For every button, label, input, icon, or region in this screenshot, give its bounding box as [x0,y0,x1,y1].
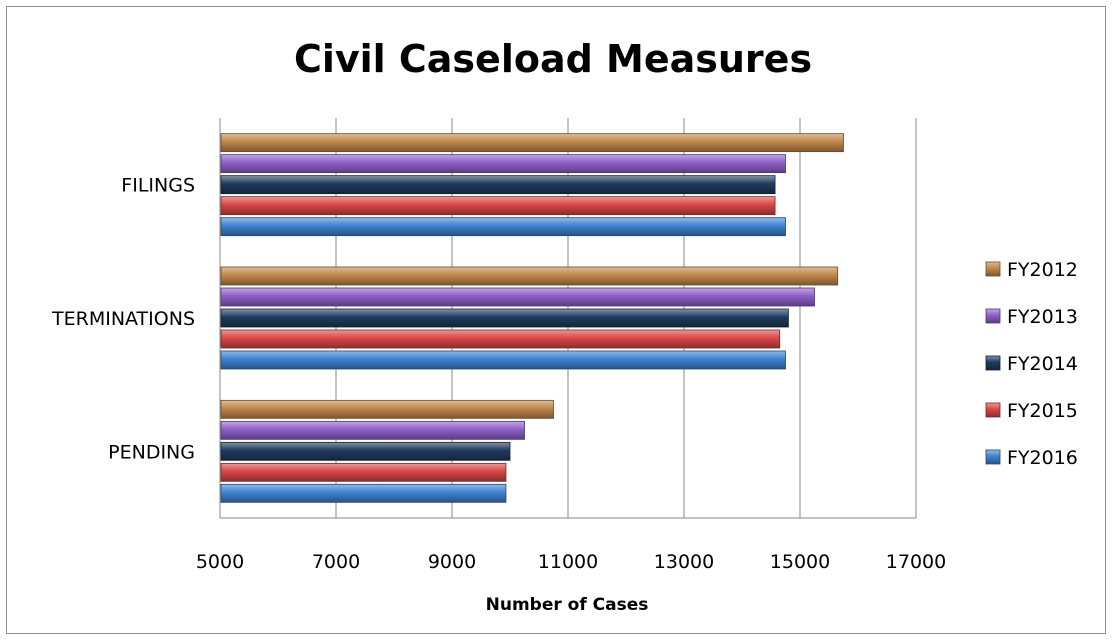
bar-pending-fy2015 [220,462,507,482]
legend: FY2012 FY2013 FY2014 FY2015 FY2016 [985,259,1078,469]
bar-pending-fy2016 [220,483,507,503]
legend-item-fy2014: FY2014 [985,353,1078,375]
category-label-terminations: TERMINATIONS [51,308,195,330]
tick-label-11000: 11000 [538,551,598,573]
bar-pending-fy2014 [220,441,511,461]
legend-swatch-fy2016 [985,449,1001,465]
legend-item-fy2016: FY2016 [985,447,1078,469]
tick-label-9000: 9000 [428,551,476,573]
bar-terminations-fy2012 [220,266,839,286]
tick-label-17000: 17000 [886,551,946,573]
x-axis-title: Number of Cases [486,595,649,615]
bar-filings-fy2013 [220,154,786,174]
legend-swatch-fy2012 [985,261,1001,277]
bar-filings-fy2012 [220,133,844,153]
bar-filings-fy2014 [220,175,776,195]
tick-labels: 5000 7000 9000 11000 13000 15000 17000 [196,551,946,573]
tick-label-15000: 15000 [770,551,830,573]
tick-label-7000: 7000 [312,551,360,573]
legend-swatch-fy2015 [985,402,1001,418]
bar-terminations-fy2013 [220,287,815,307]
bar-filings-fy2015 [220,196,776,216]
bar-pending-fy2013 [220,420,525,440]
bar-terminations-fy2014 [220,308,789,328]
category-label-filings: FILINGS [121,175,195,197]
tick-label-5000: 5000 [196,551,244,573]
legend-label-fy2014: FY2014 [1007,353,1078,375]
legend-label-fy2012: FY2012 [1007,259,1078,281]
category-labels: FILINGS TERMINATIONS PENDING [51,175,195,464]
chart-title: Civil Caseload Measures [294,37,812,81]
bar-terminations-fy2015 [220,329,781,349]
bar-filings-fy2016 [220,217,786,237]
bars [220,133,844,503]
bar-terminations-fy2016 [220,350,786,370]
bar-pending-fy2012 [220,399,554,419]
axes [219,118,916,519]
legend-label-fy2016: FY2016 [1007,447,1078,469]
legend-swatch-fy2014 [985,355,1001,371]
legend-swatch-fy2013 [985,308,1001,324]
legend-item-fy2013: FY2013 [985,306,1078,328]
category-label-pending: PENDING [108,441,195,463]
legend-item-fy2012: FY2012 [985,259,1078,281]
tick-label-13000: 13000 [654,551,714,573]
legend-label-fy2013: FY2013 [1007,306,1078,328]
legend-item-fy2015: FY2015 [985,400,1078,422]
legend-label-fy2015: FY2015 [1007,400,1078,422]
